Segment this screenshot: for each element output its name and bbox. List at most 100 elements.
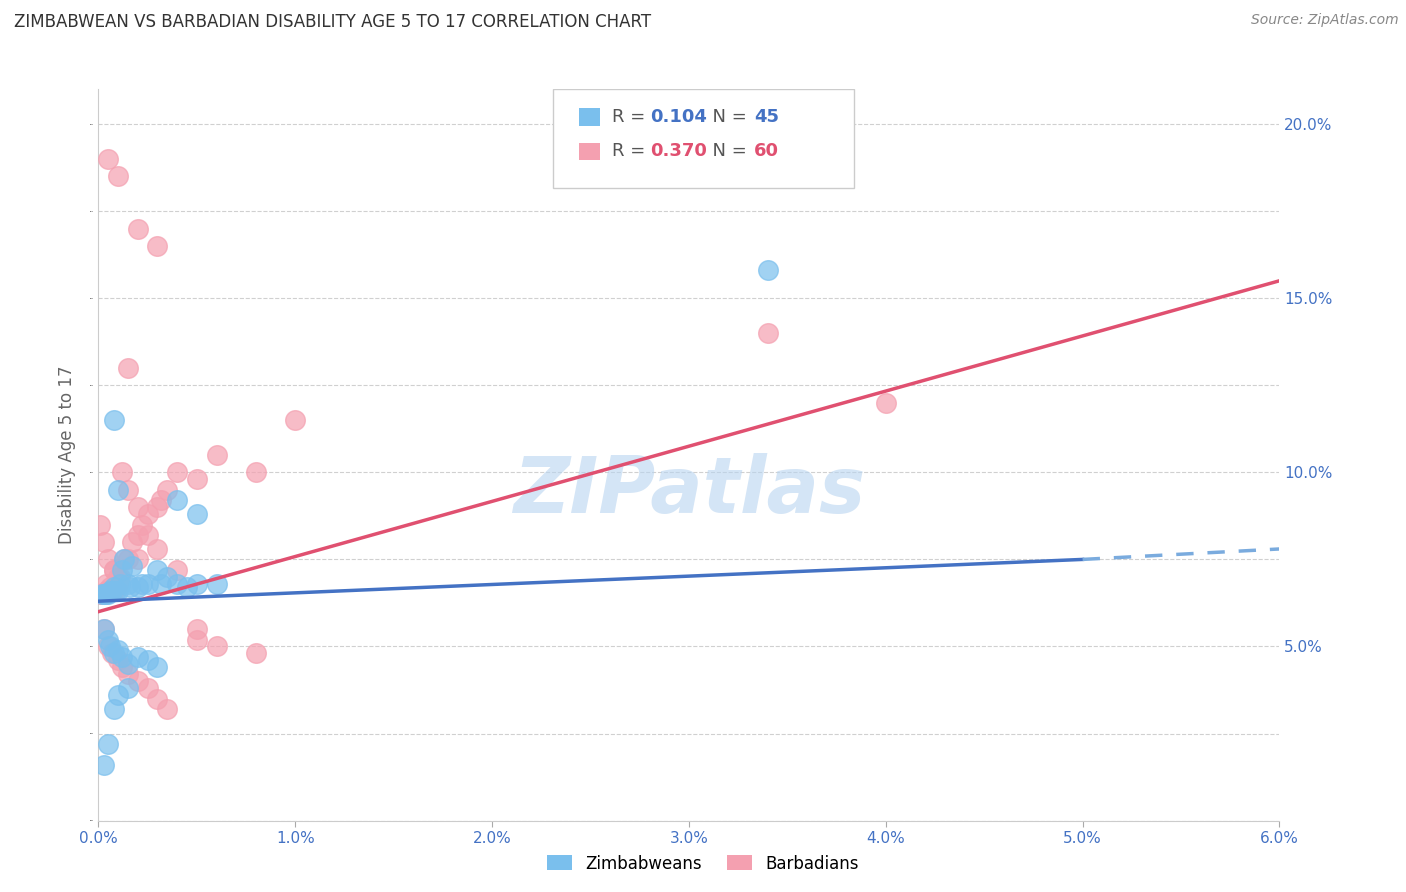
- Point: [117, 483, 139, 497]
- Point: [96, 587, 118, 601]
- Point: [101, 583, 124, 598]
- Point: [156, 702, 179, 716]
- Point: [121, 559, 143, 574]
- Point: [117, 681, 139, 696]
- Point: [103, 563, 125, 577]
- Point: [105, 583, 128, 598]
- Text: ZIPatlas: ZIPatlas: [513, 453, 865, 530]
- Point: [127, 552, 149, 566]
- Point: [103, 413, 125, 427]
- Point: [103, 563, 125, 577]
- Text: Source: ZipAtlas.com: Source: ZipAtlas.com: [1251, 13, 1399, 28]
- Point: [205, 576, 228, 591]
- Point: [103, 583, 125, 598]
- Point: [136, 681, 159, 696]
- Point: [93, 622, 115, 636]
- Point: [89, 517, 111, 532]
- Text: R =: R =: [612, 108, 651, 126]
- Point: [93, 587, 115, 601]
- Point: [107, 643, 129, 657]
- Point: [136, 528, 159, 542]
- Point: [111, 466, 134, 480]
- Point: [101, 647, 124, 661]
- Point: [101, 583, 124, 598]
- Point: [117, 360, 139, 375]
- Point: [107, 570, 129, 584]
- Point: [875, 395, 897, 409]
- Point: [186, 622, 208, 636]
- Text: 60: 60: [754, 143, 779, 161]
- Point: [127, 221, 149, 235]
- Point: [186, 507, 208, 521]
- Text: 0.104: 0.104: [650, 108, 707, 126]
- Point: [146, 660, 169, 674]
- Point: [176, 580, 198, 594]
- Point: [107, 576, 129, 591]
- Point: [117, 576, 139, 591]
- Point: [146, 691, 169, 706]
- Point: [97, 632, 120, 647]
- Point: [103, 647, 125, 661]
- Point: [205, 448, 228, 462]
- Point: [97, 587, 120, 601]
- Point: [756, 326, 779, 340]
- Text: N =: N =: [700, 143, 752, 161]
- Point: [91, 587, 114, 601]
- Point: [166, 466, 188, 480]
- Point: [756, 263, 779, 277]
- Point: [146, 563, 169, 577]
- Point: [111, 563, 134, 577]
- Point: [136, 576, 159, 591]
- Point: [96, 576, 118, 591]
- Point: [117, 552, 139, 566]
- Point: [107, 653, 129, 667]
- Point: [166, 493, 188, 508]
- Text: ZIMBABWEAN VS BARBADIAN DISABILITY AGE 5 TO 17 CORRELATION CHART: ZIMBABWEAN VS BARBADIAN DISABILITY AGE 5…: [14, 13, 651, 31]
- Point: [105, 580, 128, 594]
- Point: [127, 500, 149, 515]
- Point: [117, 657, 139, 671]
- Point: [186, 632, 208, 647]
- Point: [146, 239, 169, 253]
- Point: [136, 507, 159, 521]
- Point: [96, 583, 118, 598]
- Point: [107, 169, 129, 184]
- Point: [103, 702, 125, 716]
- Point: [107, 583, 129, 598]
- Point: [93, 535, 115, 549]
- Point: [112, 552, 135, 566]
- Point: [93, 587, 115, 601]
- Point: [91, 587, 114, 601]
- Point: [166, 563, 188, 577]
- Point: [93, 758, 115, 772]
- Point: [146, 500, 169, 515]
- FancyBboxPatch shape: [579, 143, 600, 161]
- Point: [150, 576, 173, 591]
- Point: [186, 576, 208, 591]
- FancyBboxPatch shape: [553, 89, 855, 188]
- Point: [136, 653, 159, 667]
- Point: [98, 583, 121, 598]
- Point: [166, 576, 188, 591]
- Point: [127, 528, 149, 542]
- Point: [97, 583, 120, 598]
- Point: [107, 483, 129, 497]
- Point: [156, 483, 179, 497]
- Point: [127, 674, 149, 689]
- Point: [98, 580, 121, 594]
- Point: [97, 737, 120, 751]
- Text: 45: 45: [754, 108, 779, 126]
- Point: [97, 640, 120, 654]
- Point: [121, 535, 143, 549]
- Text: R =: R =: [612, 143, 651, 161]
- Y-axis label: Disability Age 5 to 17: Disability Age 5 to 17: [58, 366, 76, 544]
- Point: [245, 647, 267, 661]
- Point: [108, 576, 131, 591]
- Point: [111, 660, 134, 674]
- Point: [89, 587, 111, 601]
- Point: [107, 688, 129, 702]
- Text: N =: N =: [700, 108, 752, 126]
- Point: [111, 649, 134, 664]
- FancyBboxPatch shape: [579, 108, 600, 126]
- Point: [284, 413, 307, 427]
